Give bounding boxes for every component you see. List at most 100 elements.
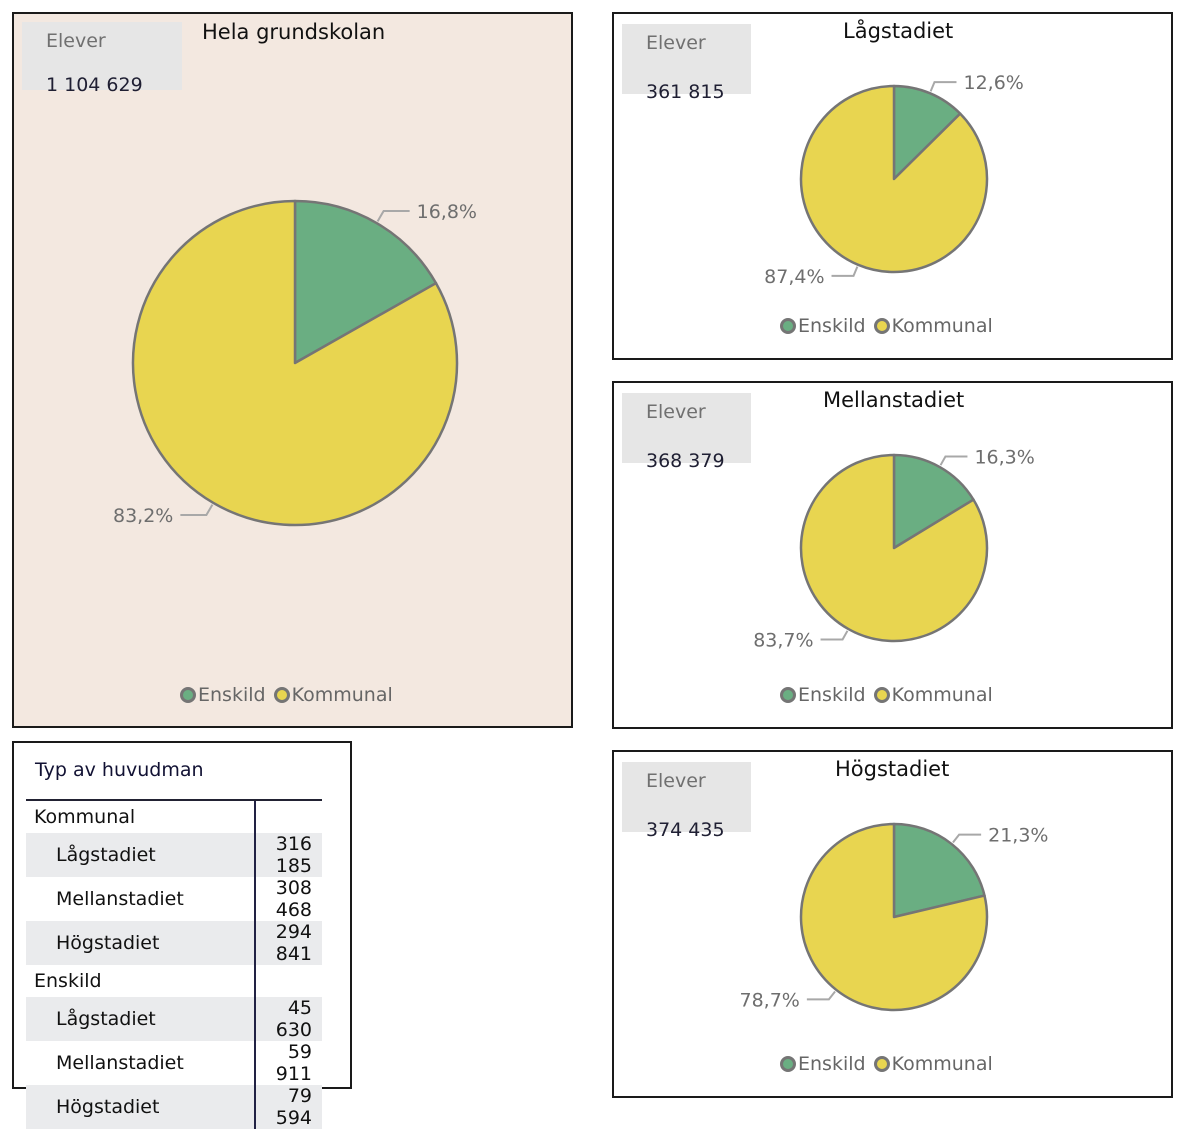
data-label: 16,3% [974, 446, 1034, 468]
data-label: 83,7% [753, 630, 813, 652]
row-value: 316 185 [254, 833, 322, 877]
matrix-row[interactable]: Lågstadiet 45 630 [26, 997, 322, 1041]
legend-dot-icon [873, 1056, 890, 1072]
matrix-row[interactable]: Mellanstadiet 308 468 [26, 877, 322, 921]
legend-label: Kommunal [291, 684, 393, 706]
panel-hogstadiet: Elever 374 435 Högstadiet 21,3% 78,7% Ens… [612, 750, 1173, 1098]
data-label: 16,8% [417, 201, 477, 223]
matrix-row[interactable]: Högstadiet 294 841 [26, 921, 322, 965]
matrix-table: Kommunal Lågstadiet 316 185 Mellanstadiet 30… [26, 799, 322, 1129]
legend-item-kommunal[interactable]: Kommunal [873, 684, 993, 706]
row-label: Lågstadiet [26, 833, 255, 877]
pie-slice-kommunal[interactable] [799, 84, 989, 274]
row-label: Lågstadiet [26, 997, 255, 1041]
elever-card: Elever 374 435 [622, 762, 751, 841]
matrix-group-row[interactable]: Kommunal [26, 801, 322, 833]
legend-label: Enskild [798, 684, 866, 706]
data-label: 83,2% [113, 505, 173, 527]
legend-label: Kommunal [891, 684, 993, 706]
data-label: 78,7% [740, 989, 800, 1011]
row-label: Mellanstadiet [56, 888, 184, 910]
row-label: Enskild [34, 970, 102, 992]
legend-dot-icon [273, 687, 290, 703]
panel-title: Hela grundskolan [202, 20, 386, 44]
legend-label: Kommunal [891, 1053, 993, 1075]
row-label: Mellanstadiet [56, 1052, 184, 1074]
pie-slice-enskild[interactable] [892, 822, 986, 919]
row-label: Högstadiet [26, 1085, 255, 1129]
elever-card-label: Elever [646, 770, 706, 792]
leader-line [180, 504, 214, 517]
panel-title: Mellanstadiet [823, 388, 965, 412]
pie-slice-enskild[interactable] [892, 453, 975, 550]
data-label: 12,6% [963, 72, 1023, 94]
matrix-header: Typ av huvudman [35, 759, 204, 781]
leader-line [831, 266, 859, 277]
pie-slice-kommunal[interactable] [799, 822, 989, 1012]
elever-card: Elever 361 815 [622, 24, 751, 103]
row-label: Högstadiet [26, 921, 255, 965]
leader-line [929, 81, 957, 92]
row-label: Kommunal [34, 806, 136, 828]
leader-line [939, 455, 968, 466]
legend-label: Kommunal [891, 315, 993, 337]
elever-card-label: Elever [646, 401, 706, 423]
elever-card-value: 368 379 [646, 450, 725, 472]
matrix-row[interactable]: Lågstadiet 316 185 [26, 833, 322, 877]
legend-item-kommunal[interactable]: Kommunal [873, 1053, 993, 1075]
legend-dot-icon [780, 687, 796, 703]
row-value: 308 468 [254, 877, 322, 921]
pie-slice-enskild[interactable] [892, 84, 962, 181]
legend-dot-icon [873, 687, 890, 703]
legend-item-enskild[interactable]: Enskild [180, 684, 266, 706]
pie-chart: 21,3% 78,7% [740, 822, 1048, 1012]
matrix-row[interactable]: Högstadiet 79 594 [26, 1085, 322, 1129]
row-value: 79 594 [254, 1085, 322, 1129]
matrix-group-row[interactable]: Enskild [26, 965, 322, 997]
legend-item-enskild[interactable]: Enskild [780, 1053, 866, 1075]
legend-item-enskild[interactable]: Enskild [780, 684, 866, 706]
elever-card-value: 374 435 [646, 819, 725, 841]
elever-card-value: 1 104 629 [46, 74, 143, 96]
elever-card-value: 361 815 [646, 81, 725, 103]
matrix-row[interactable]: Mellanstadiet 59 911 [26, 1041, 322, 1085]
legend: Enskild Kommunal [780, 315, 1001, 337]
legend-label: Enskild [198, 684, 266, 706]
panel-lagstadiet: Elever 361 815 Lågstadiet 12,6% 87,4% Ens… [612, 12, 1173, 360]
leader-line [952, 833, 982, 844]
legend-dot-icon [180, 687, 196, 703]
huvudman-matrix: Typ av huvudman Kommunal Lågstadiet 316 18… [12, 741, 352, 1129]
panel-mellanstadiet: Elever 368 379 Mellanstadiet 16,3% 83,7% … [612, 381, 1173, 729]
data-label: 21,3% [988, 825, 1048, 847]
legend: Enskild Kommunal [780, 684, 1001, 706]
pie-slice-kommunal[interactable] [799, 453, 989, 643]
row-value: 45 630 [254, 997, 322, 1041]
legend-label: Enskild [798, 1053, 866, 1075]
legend-item-kommunal[interactable]: Kommunal [873, 315, 993, 337]
pie-chart: 16,3% 83,7% [753, 446, 1035, 652]
leader-line [806, 990, 836, 1001]
legend: Enskild Kommunal [180, 684, 401, 706]
elever-card: Elever 368 379 [622, 393, 751, 472]
row-value: 294 841 [254, 921, 322, 965]
leader-line [376, 209, 410, 222]
row-value [254, 965, 322, 997]
elever-card-label: Elever [646, 32, 706, 54]
elever-card-label: Elever [46, 30, 106, 52]
legend: Enskild Kommunal [780, 1053, 1001, 1075]
legend-dot-icon [780, 318, 796, 334]
legend-item-enskild[interactable]: Enskild [780, 315, 866, 337]
row-value: 59 911 [254, 1041, 322, 1085]
panel-title: Högstadiet [835, 757, 950, 781]
pie-slice-kommunal[interactable] [131, 199, 459, 527]
pie-slice-enskild[interactable] [293, 199, 438, 365]
legend-item-kommunal[interactable]: Kommunal [273, 684, 393, 706]
pie-chart: 16,8% 83,2% [113, 199, 477, 527]
leader-line [820, 630, 849, 641]
panel-hela-grundskolan: Elever 1 104 629 Hela grundskolan 16,8% 8… [12, 12, 573, 728]
elever-card: Elever 1 104 629 [22, 22, 182, 96]
data-label: 87,4% [764, 266, 824, 288]
legend-label: Enskild [798, 315, 866, 337]
legend-dot-icon [873, 318, 890, 334]
legend-dot-icon [780, 1056, 796, 1072]
